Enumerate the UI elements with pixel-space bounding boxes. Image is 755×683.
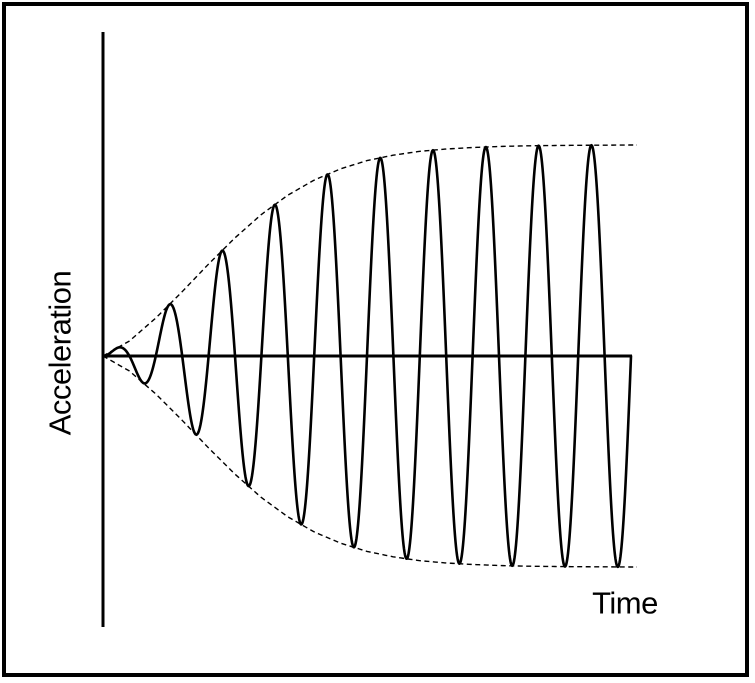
- figure-border: [2, 2, 749, 677]
- upper-envelope-curve: [102, 144, 637, 357]
- y-axis-label: Acceleration: [42, 270, 78, 436]
- x-axis-label: Time: [592, 585, 658, 621]
- lower-envelope-curve: [102, 355, 637, 568]
- waveform-curve: [101, 143, 633, 569]
